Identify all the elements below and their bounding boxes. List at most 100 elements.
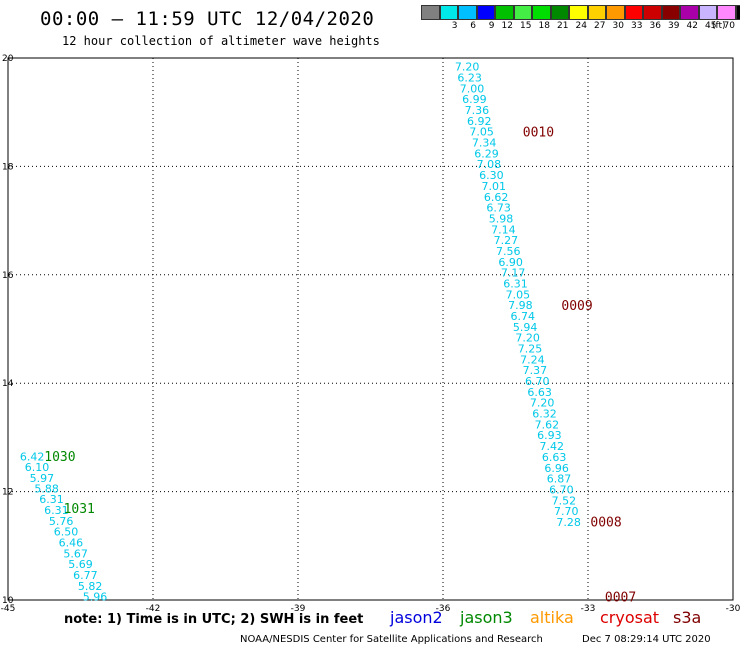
wave-height-label: 6.42	[20, 450, 45, 463]
pass-time-label: 0010	[523, 126, 554, 141]
wave-height-label: 7.14	[491, 223, 516, 236]
wave-height-label: 6.70	[549, 483, 574, 496]
color-scale-tick-label: 3	[451, 21, 458, 31]
wave-height-label: 6.73	[486, 202, 511, 215]
wave-height-label: 6.96	[544, 462, 569, 475]
wave-height-label: 7.36	[465, 104, 490, 117]
wave-height-label: 6.31	[39, 493, 64, 506]
color-scale-tick-label: 39	[668, 21, 680, 31]
wave-height-label: 7.28	[556, 516, 581, 529]
wave-height-label: 6.31	[44, 504, 69, 517]
wave-height-label: 7.98	[508, 299, 533, 312]
color-scale-tick-label: 30	[612, 21, 624, 31]
color-swatch	[624, 5, 643, 20]
wave-height-label: 7.25	[518, 343, 543, 356]
wave-height-label: 6.10	[25, 461, 50, 474]
color-scale-unit: (ft)	[712, 21, 726, 31]
color-scale-tick-label: 45	[705, 21, 717, 31]
wave-height-label: 6.63	[527, 386, 552, 399]
color-swatch	[587, 5, 606, 20]
satellite-label-s3a: s3a	[673, 608, 702, 627]
color-swatch	[606, 5, 625, 20]
wave-height-label: 7.42	[540, 440, 565, 453]
wave-height-label: 5.82	[78, 580, 103, 593]
color-scale-legend	[421, 5, 740, 20]
pass-time-label: 0009	[561, 299, 592, 314]
color-scale-tick-label: 18	[538, 21, 550, 31]
x-tick-label: -39	[291, 604, 306, 614]
wave-height-label: 6.87	[547, 473, 572, 486]
y-tick-label: 10	[2, 596, 14, 606]
plot-frame	[7, 57, 734, 601]
x-tick-label: -33	[581, 604, 596, 614]
color-scale-tick-label: 9	[488, 21, 495, 31]
footer-note: note: 1) Time is in UTC; 2) SWH is in fe…	[64, 612, 364, 627]
x-tick-label: -30	[726, 604, 740, 614]
color-swatch	[458, 5, 477, 20]
color-swatch	[495, 5, 514, 20]
wave-height-label: 6.74	[511, 310, 536, 323]
footer-credit: NOAA/NESDIS Center for Satellite Applica…	[240, 634, 543, 645]
color-swatch	[439, 5, 458, 20]
color-scale-tick-label: 70	[723, 21, 735, 31]
color-swatch	[643, 5, 662, 20]
wave-height-label: 6.70	[525, 375, 550, 388]
chart-subtitle: 12 hour collection of altimeter wave hei…	[62, 34, 380, 48]
wave-height-label: 5.69	[68, 558, 93, 571]
wave-height-label: 6.32	[532, 408, 557, 421]
wave-height-label: 6.90	[498, 256, 523, 269]
wave-height-label: 7.62	[535, 418, 560, 431]
satellite-label-jason2: jason2	[390, 608, 443, 627]
color-scale-tick-label: 27	[594, 21, 606, 31]
y-tick-label: 16	[2, 271, 14, 281]
wave-height-label: 7.05	[469, 126, 494, 139]
wave-height-label: 7.20	[455, 61, 480, 74]
satellite-label-jason3: jason3	[460, 608, 513, 627]
wave-height-label: 7.27	[494, 234, 519, 247]
footer-generated-date: Dec 7 08:29:14 UTC 2020	[582, 634, 711, 645]
wave-height-label: 5.97	[30, 472, 55, 485]
x-tick-label: -42	[146, 604, 161, 614]
color-swatch	[513, 5, 532, 20]
wave-height-label: 6.99	[462, 93, 487, 106]
color-swatch	[735, 5, 740, 20]
y-tick-label: 18	[2, 162, 14, 172]
wave-height-label: 5.98	[489, 212, 514, 225]
x-tick-label: -36	[436, 604, 451, 614]
color-swatch	[532, 5, 551, 20]
wave-height-label: 7.20	[530, 397, 555, 410]
pass-time-label: 0007	[605, 591, 636, 606]
satellite-label-cryosat: cryosat	[600, 608, 660, 627]
wave-height-label: 5.67	[63, 547, 88, 560]
color-swatch	[717, 5, 736, 20]
wave-height-label: 6.46	[59, 537, 84, 550]
wave-height-label: 6.31	[503, 277, 528, 290]
wave-height-label: 7.17	[501, 267, 526, 280]
color-swatch	[421, 5, 440, 20]
wave-height-label: 6.77	[73, 569, 98, 582]
wave-height-label: 7.08	[477, 158, 502, 171]
satellite-label-altika: altika	[530, 608, 574, 627]
color-swatch	[698, 5, 717, 20]
wave-height-label: 6.30	[479, 169, 504, 182]
wave-height-label: 6.50	[54, 526, 79, 539]
wave-height-label: 7.05	[506, 288, 531, 301]
wave-height-label: 6.63	[542, 451, 567, 464]
color-swatch	[569, 5, 588, 20]
wave-height-label: 7.00	[460, 82, 485, 95]
color-scale-tick-label: 15	[520, 21, 532, 31]
wave-height-label: 6.62	[484, 191, 509, 204]
wave-height-label: 7.20	[515, 332, 540, 345]
color-scale-tick-label: 33	[631, 21, 643, 31]
wave-height-label: 5.94	[513, 321, 538, 334]
wave-height-label: 7.52	[552, 494, 577, 507]
wave-height-label: 7.01	[482, 180, 507, 193]
color-swatch	[661, 5, 680, 20]
pass-time-label: 0008	[590, 515, 621, 530]
y-tick-label: 12	[2, 488, 13, 498]
wave-height-label: 5.96	[83, 591, 108, 604]
wave-height-label: 7.70	[554, 505, 579, 518]
color-scale-tick-label: 6	[470, 21, 476, 31]
y-tick-label: 20	[2, 54, 14, 64]
